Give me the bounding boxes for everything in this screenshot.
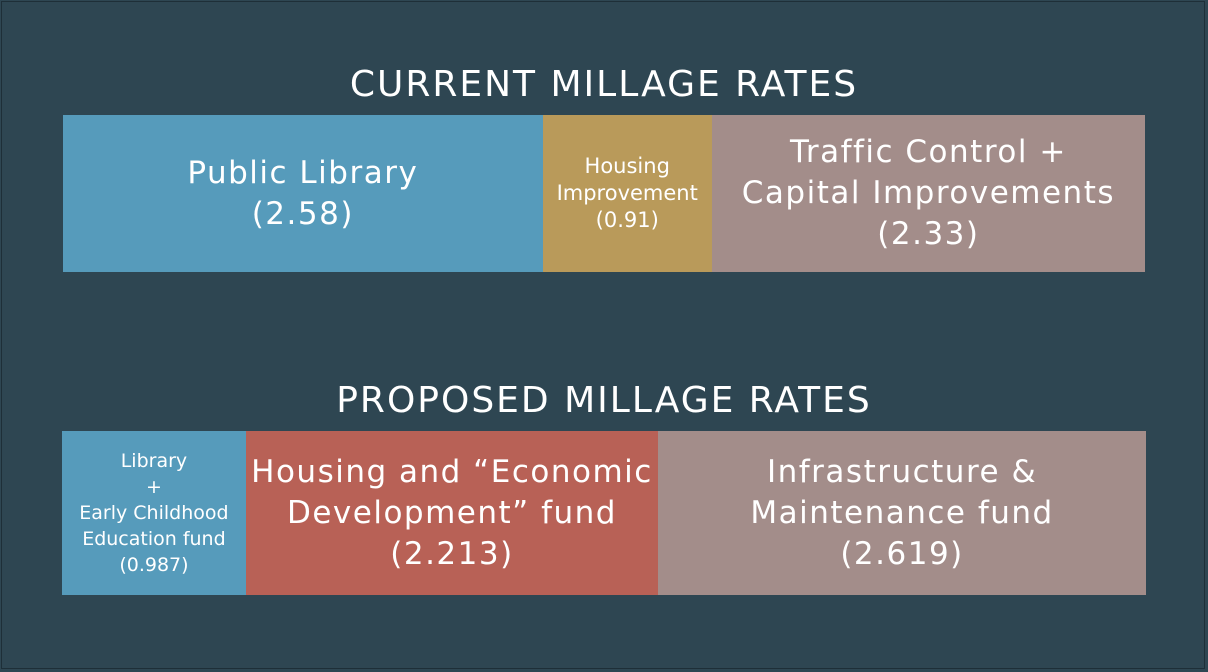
current-segment-1: Public Library (2.58) [63, 115, 543, 272]
current-rates-bar: Public Library (2.58) Housing Improvement (0… [63, 115, 1145, 272]
proposed-segment-2: Housing and “Economic Development” fund (2… [245, 431, 659, 595]
proposed-rates-title: PROPOSED MILLAGE RATES [336, 380, 872, 421]
segment-label: Maintenance fund [750, 494, 1054, 531]
segment-value-label: (2.619) [840, 535, 964, 572]
segment-label: Library [120, 450, 188, 472]
current-segment-2: Housing Improvement (0.91) [542, 115, 712, 272]
segment-value-label: (2.213) [390, 535, 514, 572]
current-rates-title: CURRENT MILLAGE RATES [349, 64, 859, 105]
segment-label: Education fund [82, 528, 226, 550]
segment-label: Capital Improvements [741, 175, 1116, 211]
segment-label: Housing and “Economic [251, 453, 653, 490]
segment-value-label: (2.58) [251, 195, 354, 232]
segment-label: Infrastructure & [766, 453, 1038, 490]
segment-label: Early Childhood [79, 502, 229, 524]
segment-label: Development” fund [286, 494, 617, 531]
segment-label: Housing [584, 154, 670, 178]
segment-value-label: (0.91) [595, 208, 659, 232]
proposed-segment-3: Infrastructure & Maintenance fund (2.619) [658, 431, 1146, 595]
segment-label: Improvement [556, 181, 698, 205]
proposed-segment-1: Library + Early Childhood Education fund (0.… [62, 431, 246, 595]
segment-label: + [145, 476, 162, 498]
segment-value-label: (2.33) [877, 216, 980, 252]
segment-value-label: (0.987) [119, 554, 189, 576]
proposed-rates-bar: Library + Early Childhood Education fund (0.… [62, 431, 1146, 595]
segment-label: Public Library [187, 154, 419, 191]
current-segment-3: Traffic Control + Capital Improvements (2.… [711, 115, 1145, 272]
segment-label: Traffic Control + [789, 134, 1067, 170]
